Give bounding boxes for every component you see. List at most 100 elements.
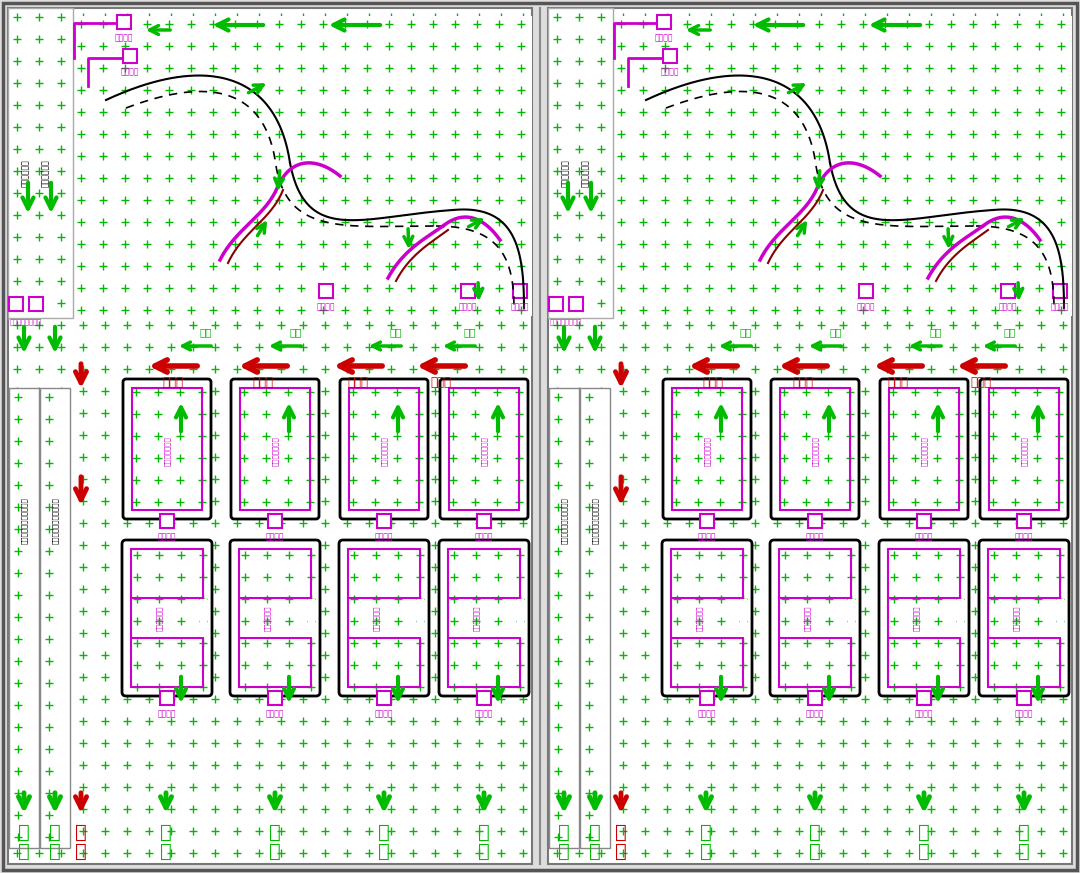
Text: 口: 口 <box>49 842 60 861</box>
FancyBboxPatch shape <box>438 540 529 696</box>
Text: 考场可以停车处: 考场可以停车处 <box>920 436 928 466</box>
Bar <box>449 388 519 510</box>
Bar <box>377 691 391 705</box>
Text: 入: 入 <box>1018 822 1030 842</box>
Text: 考马起步倒车入库接马路: 考马起步倒车入库接马路 <box>21 498 27 545</box>
Text: 及格: 及格 <box>463 327 476 337</box>
Bar <box>117 15 131 29</box>
Bar <box>349 388 419 510</box>
Bar <box>989 388 1059 510</box>
Text: 入: 入 <box>700 822 712 842</box>
Text: 项目标牌: 项目标牌 <box>316 302 335 311</box>
Bar <box>808 691 822 705</box>
Bar <box>549 388 579 848</box>
Bar <box>9 297 23 311</box>
Text: 项目标牌: 项目标牌 <box>698 532 716 541</box>
Bar <box>848 599 855 637</box>
FancyBboxPatch shape <box>978 540 1069 696</box>
Text: 项目标牌: 项目标牌 <box>475 532 494 541</box>
Text: 小车直角转等: 小车直角转等 <box>41 159 50 187</box>
Bar <box>889 388 959 510</box>
Bar <box>613 16 1072 316</box>
Text: 小车弯道路头: 小车弯道路头 <box>804 605 810 631</box>
Bar <box>8 8 73 318</box>
Bar <box>29 297 43 311</box>
Text: 不及格: 不及格 <box>793 375 813 388</box>
Bar <box>513 284 527 298</box>
Bar <box>517 599 524 637</box>
Bar <box>808 514 822 528</box>
Bar <box>1001 284 1015 298</box>
Bar <box>1017 514 1031 528</box>
Text: 考场可以停车处: 考场可以停车处 <box>704 436 711 466</box>
FancyBboxPatch shape <box>980 379 1068 519</box>
Text: 项目标牌: 项目标牌 <box>806 709 824 718</box>
Bar <box>9 388 39 848</box>
Text: 口: 口 <box>478 842 490 861</box>
Text: 及格: 及格 <box>930 327 942 337</box>
Text: 项目标牌: 项目标牌 <box>121 67 139 76</box>
Text: 小车直角转等: 小车直角转等 <box>21 159 29 187</box>
Text: 项目标牌: 项目标牌 <box>375 532 393 541</box>
Text: 项目标牌: 项目标牌 <box>158 532 176 541</box>
Bar <box>348 549 420 687</box>
Text: 考场可以停车处: 考场可以停车处 <box>481 436 487 466</box>
Text: 项目标牌项目标牌: 项目标牌项目标牌 <box>10 318 42 325</box>
Text: 入: 入 <box>478 822 490 842</box>
Text: 小车弯道路头: 小车弯道路头 <box>264 605 270 631</box>
FancyBboxPatch shape <box>770 540 860 696</box>
Text: 不及格: 不及格 <box>162 375 184 388</box>
Bar <box>40 388 70 848</box>
Bar <box>569 297 583 311</box>
Text: 及格: 及格 <box>740 327 753 337</box>
Text: 出: 出 <box>49 822 60 842</box>
Text: 项目标牌项目标牌: 项目标牌项目标牌 <box>550 318 582 325</box>
Bar <box>131 549 203 687</box>
Bar <box>657 15 671 29</box>
Text: 不及格: 不及格 <box>702 375 724 388</box>
FancyBboxPatch shape <box>123 379 211 519</box>
Text: 项目标牌: 项目标牌 <box>999 302 1017 311</box>
Text: 口: 口 <box>700 842 712 861</box>
Text: 口: 口 <box>76 842 86 861</box>
Bar <box>1017 691 1031 705</box>
FancyBboxPatch shape <box>230 540 320 696</box>
Text: 入: 入 <box>378 822 390 842</box>
Text: 考场可以停车处: 考场可以停车处 <box>1021 436 1027 466</box>
Bar <box>740 599 747 637</box>
Bar <box>917 514 931 528</box>
Text: 口: 口 <box>589 842 600 861</box>
Text: 口: 口 <box>160 842 172 861</box>
Text: 不及格: 不及格 <box>971 375 991 388</box>
Bar <box>888 549 960 687</box>
Text: 项目标牌: 项目标牌 <box>266 532 284 541</box>
Text: 项目标牌: 项目标牌 <box>475 709 494 718</box>
Bar <box>308 599 315 637</box>
Text: 口: 口 <box>809 842 821 861</box>
Text: 不及格: 不及格 <box>348 375 368 388</box>
Text: 小车弯道路头: 小车弯道路头 <box>373 605 379 631</box>
Text: 考场可以停车处: 考场可以停车处 <box>380 436 388 466</box>
FancyBboxPatch shape <box>231 379 319 519</box>
Bar <box>663 49 677 63</box>
Text: 小车弯道路头: 小车弯道路头 <box>473 605 480 631</box>
FancyBboxPatch shape <box>339 540 429 696</box>
Text: 项目标牌: 项目标牌 <box>158 709 176 718</box>
Bar <box>8 8 532 864</box>
Text: 入: 入 <box>160 822 172 842</box>
Text: 入: 入 <box>809 822 821 842</box>
Text: 及格: 及格 <box>1003 327 1016 337</box>
Bar <box>957 599 964 637</box>
Bar <box>477 514 491 528</box>
Text: 及格: 及格 <box>200 327 213 337</box>
Bar <box>548 8 613 318</box>
Bar <box>859 284 873 298</box>
Text: 小车直角转等: 小车直角转等 <box>581 159 590 187</box>
Text: 口: 口 <box>558 842 570 861</box>
Bar <box>239 549 311 687</box>
Text: 口: 口 <box>378 842 390 861</box>
Text: 出: 出 <box>589 822 600 842</box>
Bar <box>319 284 333 298</box>
Bar <box>132 388 202 510</box>
Bar <box>779 549 851 687</box>
